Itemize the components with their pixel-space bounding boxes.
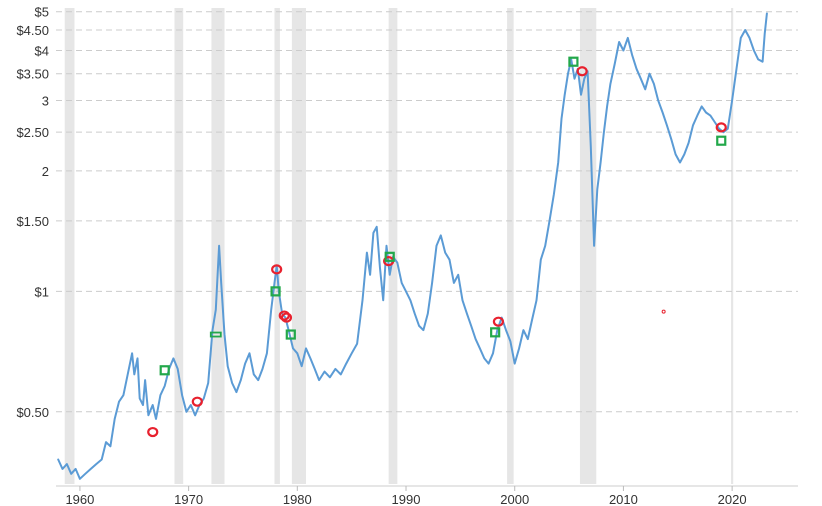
y-tick-label: $0.50 — [16, 405, 49, 420]
price-series-line — [57, 12, 768, 480]
recession-band — [174, 8, 184, 484]
buy-signal-marker — [384, 251, 395, 262]
recession-band — [507, 8, 514, 484]
x-tick-label: 2010 — [609, 492, 638, 506]
buy-signal-marker — [490, 327, 501, 338]
recession-band — [388, 8, 398, 484]
y-tick-label: 3 — [42, 93, 49, 108]
recession-band — [579, 8, 597, 484]
y-tick-label: $5 — [35, 5, 49, 20]
signal-dot-marker — [661, 309, 666, 314]
y-tick-label: $4.50 — [16, 23, 49, 38]
y-tick-label: $2.50 — [16, 125, 49, 140]
x-tick-label: 2020 — [718, 492, 747, 506]
sell-signal-marker — [147, 426, 159, 438]
buy-signal-marker — [159, 365, 170, 376]
sell-signal-marker — [278, 310, 290, 321]
recession-band — [731, 8, 734, 484]
sell-signal-marker — [576, 66, 588, 77]
recession-band — [274, 8, 280, 484]
y-tick-label: $4 — [35, 44, 49, 59]
buy-signal-marker — [270, 286, 281, 297]
series-layer — [57, 12, 768, 480]
x-tick-label: 1960 — [65, 492, 94, 506]
y-tick-label: 2 — [42, 164, 49, 179]
sell-signal-marker — [280, 312, 293, 323]
x-tick-label: 2000 — [500, 492, 529, 506]
buy-signal-marker — [285, 329, 296, 340]
x-tick-label: 1980 — [283, 492, 312, 506]
sell-signal-marker — [715, 122, 727, 133]
grid-lines — [56, 11, 798, 413]
buy-signal-marker — [568, 56, 579, 67]
buy-signal-marker — [209, 331, 222, 338]
y-tick-label: $1.50 — [16, 214, 49, 229]
recession-band — [64, 8, 75, 484]
recession-band — [291, 8, 307, 484]
x-tick-label: 1970 — [174, 492, 203, 506]
markers-layer — [147, 56, 727, 438]
recession-bands — [64, 8, 734, 484]
recession-band — [211, 8, 225, 484]
x-axis: 1960 1970 1980 1990 2000 2010 2020 — [56, 485, 798, 506]
x-tick-label: 1990 — [392, 492, 421, 506]
sell-signal-marker — [271, 264, 283, 275]
sell-signal-marker — [492, 316, 505, 327]
y-tick-label: $1 — [35, 284, 49, 299]
y-tick-label: $3.50 — [16, 67, 49, 82]
y-axis: $0.50 $1 $1.50 2 $2.50 3 $3.50 $4 $4.50 $5 — [16, 5, 49, 420]
sell-signal-marker — [191, 396, 203, 407]
buy-signal-marker — [716, 135, 727, 146]
